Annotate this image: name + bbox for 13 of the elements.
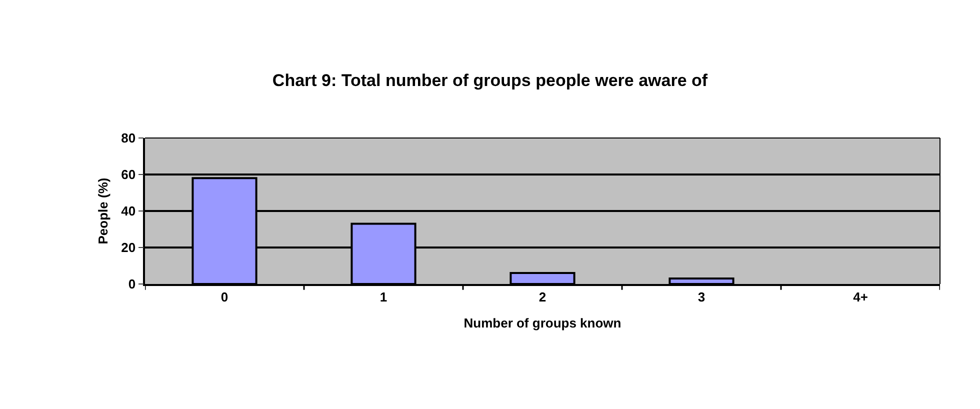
- x-axis-title: Number of groups known: [464, 315, 622, 330]
- x-tick-label: 0: [220, 289, 228, 304]
- y-axis-title: People (%): [96, 178, 111, 244]
- x-tick-label: 2: [538, 289, 546, 304]
- y-tick-label: 80: [121, 130, 136, 146]
- x-tick-label: 4+: [853, 289, 868, 304]
- y-tick-label: 0: [128, 276, 136, 292]
- chart-title: Chart 9: Total number of groups people were aware of: [272, 70, 708, 90]
- y-tick-label: 60: [121, 167, 136, 182]
- y-tick-label: 20: [121, 240, 136, 256]
- y-tick-label: 40: [121, 204, 136, 219]
- x-tick-label: 1: [380, 289, 388, 304]
- x-tick-label: 3: [698, 289, 706, 304]
